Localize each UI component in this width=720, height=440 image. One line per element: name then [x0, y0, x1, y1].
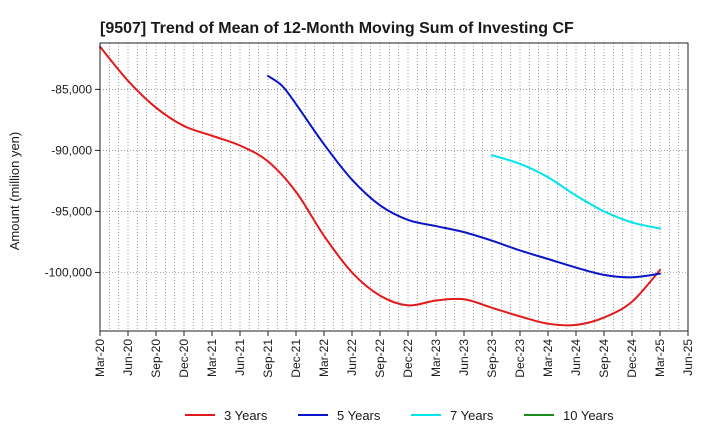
x-tick-label: Mar-20: [93, 339, 107, 377]
x-axis-ticks: Mar-20 Jun-20 Sep-20 Dec-20 Mar-21 Jun-21 Sep-…: [93, 331, 695, 378]
x-tick-label: Sep-22: [373, 339, 387, 378]
x-tick-label: Jun-23: [457, 339, 471, 376]
y-tick-label: -100,000: [45, 265, 93, 279]
y-tick-label: -95,000: [51, 204, 92, 218]
x-tick-label: Dec-24: [625, 339, 639, 378]
x-tick-label: Mar-24: [541, 339, 555, 377]
x-tick-label: Jun-22: [345, 339, 359, 376]
y-axis-ticks: -100,000 -95,000 -90,000 -85,000: [45, 82, 100, 279]
y-tick-label: -85,000: [51, 82, 92, 96]
plot-background: [100, 43, 688, 331]
x-tick-label: Jun-24: [569, 339, 583, 376]
x-tick-label: Jun-20: [121, 339, 135, 376]
plot-frame: [99, 42, 689, 332]
x-tick-label: Dec-21: [289, 339, 303, 378]
series-line-5-years: [267, 74, 661, 279]
x-tick-label: Sep-21: [261, 339, 275, 378]
legend-label-10-years: 10 Years: [563, 408, 614, 423]
series-line-3-years: [99, 45, 661, 327]
series-lines: [99, 45, 661, 327]
x-tick-label: Sep-23: [485, 339, 499, 378]
x-tick-label: Mar-21: [205, 339, 219, 377]
x-tick-label: Mar-25: [653, 339, 667, 377]
legend-label-3-years: 3 Years: [224, 408, 268, 423]
x-tick-label: Dec-23: [513, 339, 527, 378]
x-tick-label: Dec-22: [401, 339, 415, 378]
legend-label-5-years: 5 Years: [337, 408, 381, 423]
series-line-7-years: [491, 154, 661, 230]
x-tick-label: Mar-23: [429, 339, 443, 377]
x-tick-label: Sep-20: [149, 339, 163, 378]
legend-label-7-years: 7 Years: [450, 408, 494, 423]
x-tick-label: Jun-25: [681, 339, 695, 376]
plot-area: [100, 43, 688, 331]
plot-border: [99, 42, 689, 332]
chart-title: [9507] Trend of Mean of 12-Month Moving …: [100, 20, 574, 37]
y-axis-label: Amount (million yen): [7, 132, 22, 251]
x-tick-label: Jun-21: [233, 339, 247, 376]
legend: 3 Years 5 Years 7 Years 10 Years: [185, 408, 614, 423]
x-tick-label: Sep-24: [597, 339, 611, 378]
y-tick-label: -90,000: [51, 143, 92, 157]
grid-lines: [99, 43, 689, 331]
x-tick-label: Mar-22: [317, 339, 331, 377]
x-tick-label: Dec-20: [177, 339, 191, 378]
